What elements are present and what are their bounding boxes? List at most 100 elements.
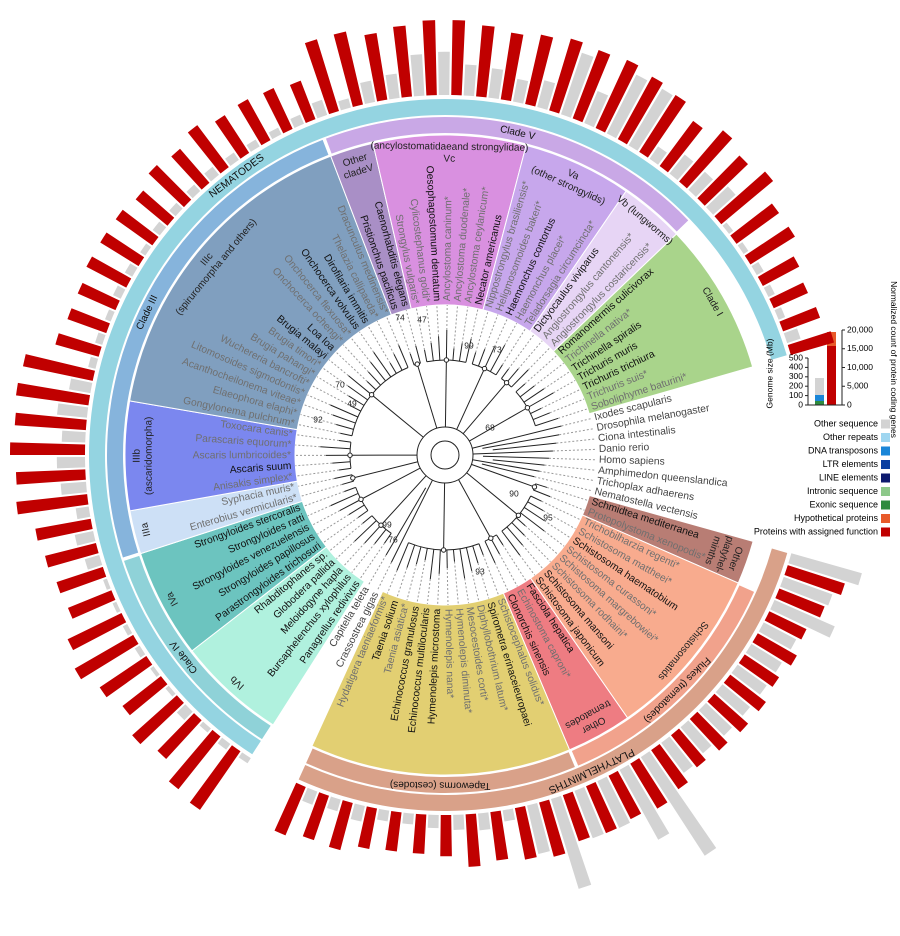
genome-bar xyxy=(775,307,786,319)
tree-branch xyxy=(454,306,458,349)
genome-bar xyxy=(186,184,200,198)
genes-bar xyxy=(451,20,465,95)
genome-bar xyxy=(360,81,375,104)
genes-bar xyxy=(290,81,316,123)
tree-branch xyxy=(298,479,334,487)
tree-branch xyxy=(535,418,558,425)
tree-branch xyxy=(495,563,508,591)
bootstrap-value: 68 xyxy=(485,422,495,432)
tree-branch xyxy=(524,535,550,561)
tree-branch xyxy=(331,493,358,505)
bootstrap-value: 76 xyxy=(388,534,398,544)
tree-branch xyxy=(534,477,590,491)
genome-bar xyxy=(204,167,219,182)
genome-bar xyxy=(351,803,365,821)
legend-swatch xyxy=(881,433,890,442)
tree-branch xyxy=(528,348,550,370)
tree-branch xyxy=(333,415,356,423)
tree-branch xyxy=(430,549,434,579)
genome-bar xyxy=(723,222,734,233)
bootstrap-value: 92 xyxy=(313,414,323,424)
tree-branch xyxy=(431,343,433,361)
tree-node xyxy=(525,406,529,410)
legend-label: Other sequence xyxy=(814,418,878,428)
genes-bar xyxy=(23,354,95,381)
genome-bar xyxy=(302,788,317,805)
legend-swatch xyxy=(881,420,890,429)
tree-branch xyxy=(444,483,445,550)
species-label: Ascaris lumbricoides* xyxy=(193,450,291,461)
tree-branch xyxy=(476,311,488,352)
tree-branch xyxy=(365,525,381,543)
genome-bar xyxy=(751,262,763,275)
tree-branch xyxy=(502,531,520,555)
genome-bar xyxy=(62,431,86,443)
tree-branch xyxy=(544,372,570,389)
legend-label: Proteins with assigned function xyxy=(754,526,878,536)
legend-label: Exonic sequence xyxy=(809,499,878,509)
tree-branch xyxy=(531,496,542,501)
tree-branch xyxy=(296,470,339,476)
tree-branch xyxy=(416,547,421,564)
genome-bar xyxy=(95,333,105,345)
bootstrap-value: 74 xyxy=(395,312,405,322)
tree-branch xyxy=(374,352,391,377)
axis-title: Normalized count of protein coding genes xyxy=(889,281,899,438)
tree-node xyxy=(359,497,363,501)
tree-branch xyxy=(544,521,570,538)
genome-bar xyxy=(239,752,251,763)
tree-branch xyxy=(544,465,594,470)
genes-bar xyxy=(758,256,799,286)
tree-branch xyxy=(360,543,384,578)
genome-bar xyxy=(503,809,515,822)
tree-branch xyxy=(332,462,350,463)
legend-swatch xyxy=(881,474,890,483)
tree-branch xyxy=(295,463,332,466)
genes-bar xyxy=(440,815,452,856)
tick-label: 500 xyxy=(789,352,803,362)
legend-label: DNA transposons xyxy=(808,445,879,455)
tree-branch xyxy=(462,307,468,344)
tree-branch xyxy=(298,425,340,434)
legend-swatch xyxy=(881,447,890,456)
tree-node xyxy=(489,536,493,540)
tree-branch xyxy=(427,306,432,343)
tree-branch xyxy=(343,345,368,372)
tree-branch xyxy=(399,345,408,367)
tree-branch xyxy=(496,535,502,545)
genome-bar xyxy=(402,813,414,825)
tree-branch xyxy=(368,326,390,363)
genes-bar xyxy=(466,814,481,867)
tree-branch xyxy=(361,468,420,499)
tree-node xyxy=(504,380,508,384)
tree-branch xyxy=(417,560,425,602)
tree-branch xyxy=(547,487,588,500)
genes-bar xyxy=(16,469,86,484)
band-label: IIIb xyxy=(132,448,143,462)
tree-branch xyxy=(516,384,525,392)
tree-branch xyxy=(457,369,485,430)
tree-branch xyxy=(471,464,534,487)
tree-node xyxy=(444,358,448,362)
genes-bar xyxy=(215,115,249,159)
sample-bar xyxy=(815,395,824,401)
genome-bar xyxy=(75,531,96,546)
tree-branch xyxy=(358,511,368,518)
genome-bar xyxy=(428,815,439,828)
tree-branch xyxy=(417,364,437,428)
tree-branch xyxy=(355,521,377,542)
species-label: Hymenolepis nana* xyxy=(442,609,455,698)
tree-branch xyxy=(339,441,351,443)
genes-bar xyxy=(413,814,427,854)
genome-bar xyxy=(200,722,211,733)
tree-branch xyxy=(459,343,462,361)
genome-bar xyxy=(165,686,175,697)
legend-label: LTR elements xyxy=(823,459,879,469)
genome-bar xyxy=(327,796,341,811)
tree-branch xyxy=(561,419,590,426)
tree-branch xyxy=(390,363,396,373)
tree-branch xyxy=(534,363,563,386)
tree-branch xyxy=(427,579,430,604)
tree-branch xyxy=(541,390,580,409)
